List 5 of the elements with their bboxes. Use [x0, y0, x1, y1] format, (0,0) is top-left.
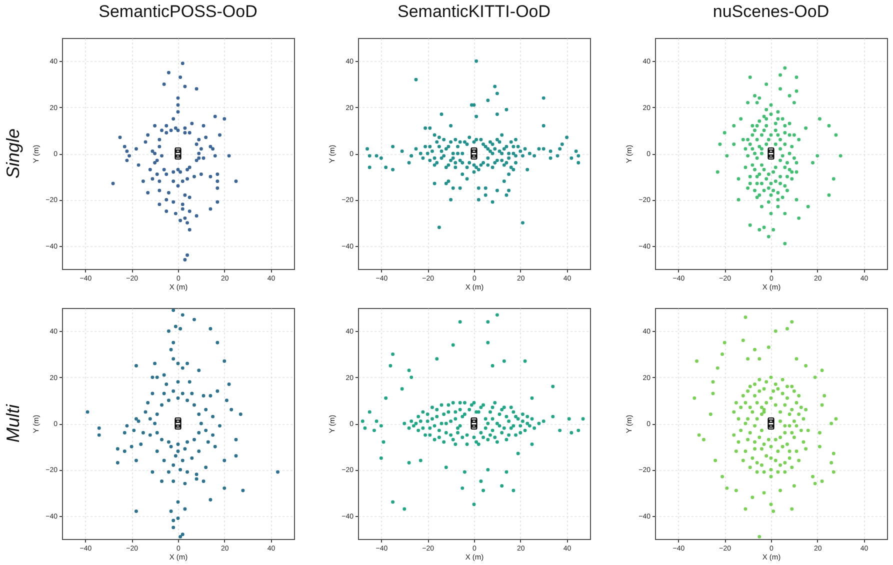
chart-title: nuScenes-OoD — [712, 2, 829, 22]
text: Multi — [2, 404, 23, 443]
chart-title: SemanticPOSS-OoD — [98, 2, 258, 22]
chart-title: SemanticKITTI-OoD — [398, 2, 551, 22]
text: Single — [2, 128, 23, 179]
